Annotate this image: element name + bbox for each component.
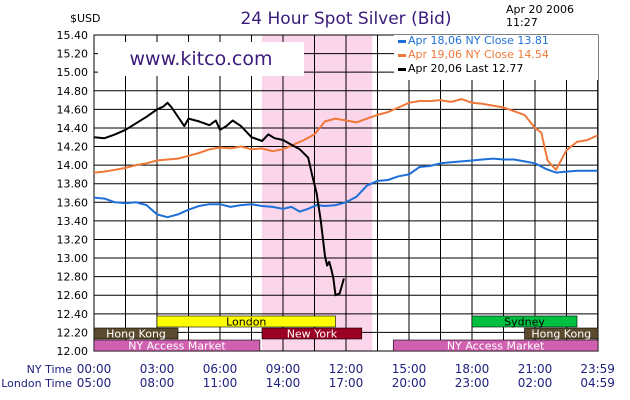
x-tick-label-ny: 18:00 bbox=[455, 362, 490, 376]
session-label: New York bbox=[287, 328, 338, 341]
y-tick-label: 12.00 bbox=[57, 345, 89, 358]
y-tick-label: 15.40 bbox=[57, 29, 89, 42]
series-line-0 bbox=[93, 157, 598, 219]
legend-entry: Apr 18,06 NY Close 13.81 bbox=[408, 34, 549, 47]
x-tick-label-london: 08:00 bbox=[140, 376, 175, 390]
ny-time-row-label: NY Time bbox=[27, 363, 73, 376]
chart-title: 24 Hour Spot Silver (Bid) bbox=[240, 9, 451, 29]
y-tick-label: 13.20 bbox=[57, 233, 89, 246]
y-tick-label: 14.60 bbox=[57, 103, 89, 116]
y-tick-label: 15.00 bbox=[57, 66, 89, 79]
london-time-row-label: London Time bbox=[1, 377, 72, 390]
legend-swatch bbox=[398, 54, 406, 57]
y-tick-label: 13.40 bbox=[57, 215, 89, 228]
session-label: Sydney bbox=[504, 316, 545, 329]
x-tick-label-ny: 00:00 bbox=[77, 362, 112, 376]
y-tick-label: 15.20 bbox=[57, 48, 89, 61]
session-label: Hong Kong bbox=[531, 328, 591, 341]
legend-swatch bbox=[398, 40, 406, 43]
session-label: London bbox=[226, 316, 266, 329]
session-label: NY Access Market bbox=[128, 340, 226, 353]
x-tick-label-ny: 21:00 bbox=[518, 362, 553, 376]
y-tick-label: 12.60 bbox=[57, 289, 89, 302]
watermark-box bbox=[98, 42, 304, 76]
y-tick-label: 14.00 bbox=[57, 159, 89, 172]
x-tick-label-ny: 06:00 bbox=[203, 362, 238, 376]
plot-frame bbox=[93, 34, 599, 352]
series-line-2 bbox=[93, 101, 345, 297]
session-label: NY Access Market bbox=[447, 340, 545, 353]
session-label: Hong Kong bbox=[106, 328, 166, 341]
y-tick-label: 14.20 bbox=[57, 141, 89, 154]
legend-box bbox=[394, 35, 598, 80]
y-axis-label: $USD bbox=[70, 12, 101, 25]
session-bar-row3 bbox=[392, 339, 599, 352]
date-stamp: Apr 20 2006 bbox=[506, 3, 574, 16]
session-bar-row1 bbox=[471, 315, 578, 328]
legend-entry: Apr 19,06 NY Close 14.54 bbox=[408, 48, 549, 61]
x-tick-label-ny: 09:00 bbox=[266, 362, 301, 376]
series-line-1 bbox=[93, 98, 599, 174]
x-tick-label-london: 17:00 bbox=[329, 376, 364, 390]
y-tick-label: 14.40 bbox=[57, 122, 89, 135]
x-tick-label-london: 02:00 bbox=[518, 376, 553, 390]
y-tick-label: 13.00 bbox=[57, 252, 89, 265]
session-bar-row1 bbox=[156, 315, 336, 328]
x-tick-label-london: 05:00 bbox=[77, 376, 112, 390]
x-tick-label-london: 23:00 bbox=[455, 376, 490, 390]
session-bar-row2 bbox=[261, 327, 363, 340]
y-tick-label: 13.60 bbox=[57, 196, 89, 209]
y-tick-label: 12.40 bbox=[57, 308, 89, 321]
x-tick-label-ny: 12:00 bbox=[329, 362, 364, 376]
x-tick-label-london: 20:00 bbox=[392, 376, 427, 390]
x-tick-label-london: 04:59 bbox=[580, 376, 615, 390]
y-tick-label: 13.80 bbox=[57, 178, 89, 191]
watermark-url: www.kitco.com bbox=[129, 48, 272, 70]
y-tick-label: 12.80 bbox=[57, 271, 89, 284]
x-tick-label-ny: 23:59 bbox=[580, 362, 615, 376]
legend-entry: Apr 20,06 Last 12.77 bbox=[408, 62, 523, 75]
session-bar-row3 bbox=[93, 339, 261, 352]
y-tick-label: 14.80 bbox=[57, 85, 89, 98]
x-tick-label-london: 11:00 bbox=[203, 376, 238, 390]
legend-swatch bbox=[398, 68, 406, 71]
x-tick-label-london: 14:00 bbox=[266, 376, 301, 390]
time-stamp: 11:27 bbox=[506, 16, 538, 29]
x-tick-label-ny: 03:00 bbox=[140, 362, 175, 376]
session-bar-row2 bbox=[93, 327, 179, 340]
x-tick-label-ny: 15:00 bbox=[392, 362, 427, 376]
session-bar-row2 bbox=[524, 327, 599, 340]
y-tick-label: 12.20 bbox=[57, 326, 89, 339]
